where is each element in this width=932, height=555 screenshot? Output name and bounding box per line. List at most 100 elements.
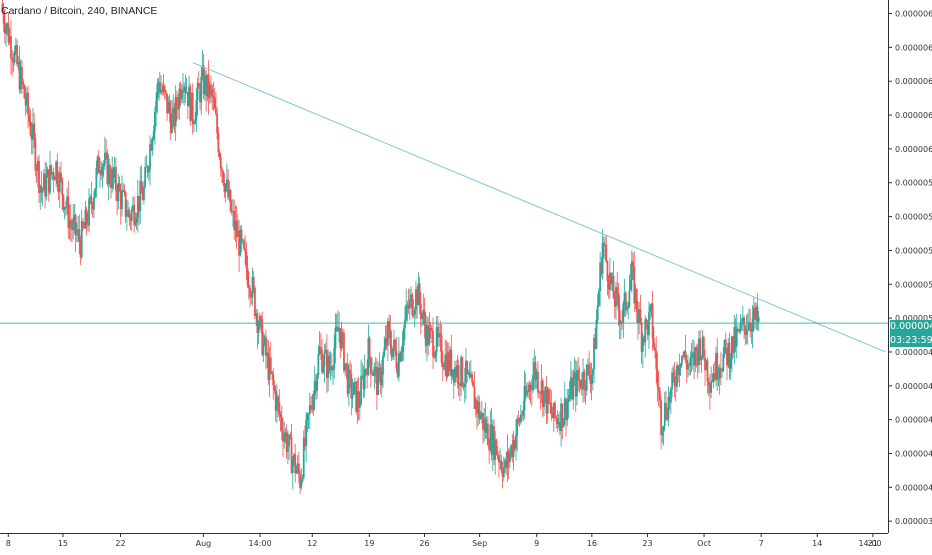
candle [639, 294, 642, 325]
candle-body [284, 432, 287, 436]
candle [610, 272, 613, 291]
candle-body [600, 262, 603, 274]
candle [10, 20, 12, 75]
candle-body [662, 425, 665, 432]
candle-body [506, 451, 509, 469]
candle [183, 82, 186, 106]
candle [340, 321, 343, 352]
candle [621, 309, 623, 330]
candle-body [638, 309, 641, 324]
price-tick-label: 0.00000620 [895, 111, 932, 120]
candle [518, 416, 521, 428]
candle [497, 451, 500, 478]
candle [13, 46, 16, 66]
candle [266, 339, 269, 368]
candle [85, 206, 88, 236]
candle [105, 139, 108, 160]
candle-body [196, 82, 199, 101]
candle [136, 179, 139, 233]
candle-body [316, 375, 319, 391]
candle-body [36, 160, 39, 172]
candle-body [424, 325, 427, 347]
candle [365, 367, 367, 377]
candle-body [711, 380, 714, 383]
candle-body [40, 185, 43, 193]
candle [677, 364, 680, 383]
candle-body [474, 399, 477, 409]
candle [626, 300, 628, 315]
candle [186, 91, 189, 119]
candle [449, 346, 451, 376]
candle-body [207, 74, 210, 99]
candle-body [30, 134, 33, 140]
price-tick-label: 0.00000580 [895, 179, 932, 188]
candle [285, 424, 288, 459]
candle-body [677, 365, 680, 376]
candle-body [630, 261, 633, 281]
candle-body [28, 114, 31, 122]
candle-body [286, 446, 289, 452]
candle [601, 229, 604, 280]
candle [578, 366, 581, 393]
candle [663, 391, 666, 431]
candle-body [150, 144, 153, 151]
candle [694, 346, 697, 373]
candle [238, 219, 240, 273]
candle [24, 86, 27, 117]
candle [16, 39, 18, 67]
candle-body [633, 266, 636, 304]
candle [279, 411, 282, 432]
candle-body [134, 222, 137, 226]
candle [648, 301, 650, 350]
candle-body [319, 347, 322, 350]
candle [750, 323, 753, 344]
candle [594, 327, 597, 350]
candle-body [457, 365, 460, 385]
candle [36, 156, 39, 188]
candle [723, 339, 726, 359]
candle-body [589, 375, 592, 384]
candle [406, 300, 409, 322]
candle [241, 238, 244, 245]
candle-body [105, 152, 108, 154]
candle [598, 287, 600, 307]
candle [651, 290, 654, 351]
candle [194, 112, 197, 125]
candle-body [627, 306, 630, 309]
candle-body [27, 92, 29, 115]
candle-body [172, 107, 175, 114]
candle [510, 443, 512, 460]
candle [235, 205, 238, 250]
candle [73, 204, 76, 234]
candle-body [166, 93, 169, 114]
resistance-trendline[interactable] [192, 62, 886, 353]
candle [461, 356, 464, 389]
candle-body [273, 385, 276, 391]
candle-body [215, 108, 217, 114]
candle-body [96, 156, 99, 169]
candle [347, 363, 350, 406]
candle [538, 389, 541, 399]
candle [616, 272, 619, 306]
candle [650, 302, 653, 318]
candle-body [587, 364, 589, 366]
candle [313, 365, 316, 411]
candle [546, 386, 549, 424]
candle [291, 455, 294, 490]
candle-body [44, 173, 47, 197]
candle [551, 407, 554, 419]
candle-body [12, 60, 15, 63]
candle [383, 336, 386, 358]
candle-body [323, 352, 326, 367]
candle [83, 222, 86, 229]
candle [239, 225, 242, 257]
candle-body [489, 424, 492, 451]
candle [707, 377, 710, 396]
candle [644, 315, 647, 358]
candle [196, 77, 199, 116]
candle [633, 251, 636, 312]
candle [41, 188, 44, 207]
candle [201, 50, 204, 81]
candle-body [500, 460, 503, 471]
